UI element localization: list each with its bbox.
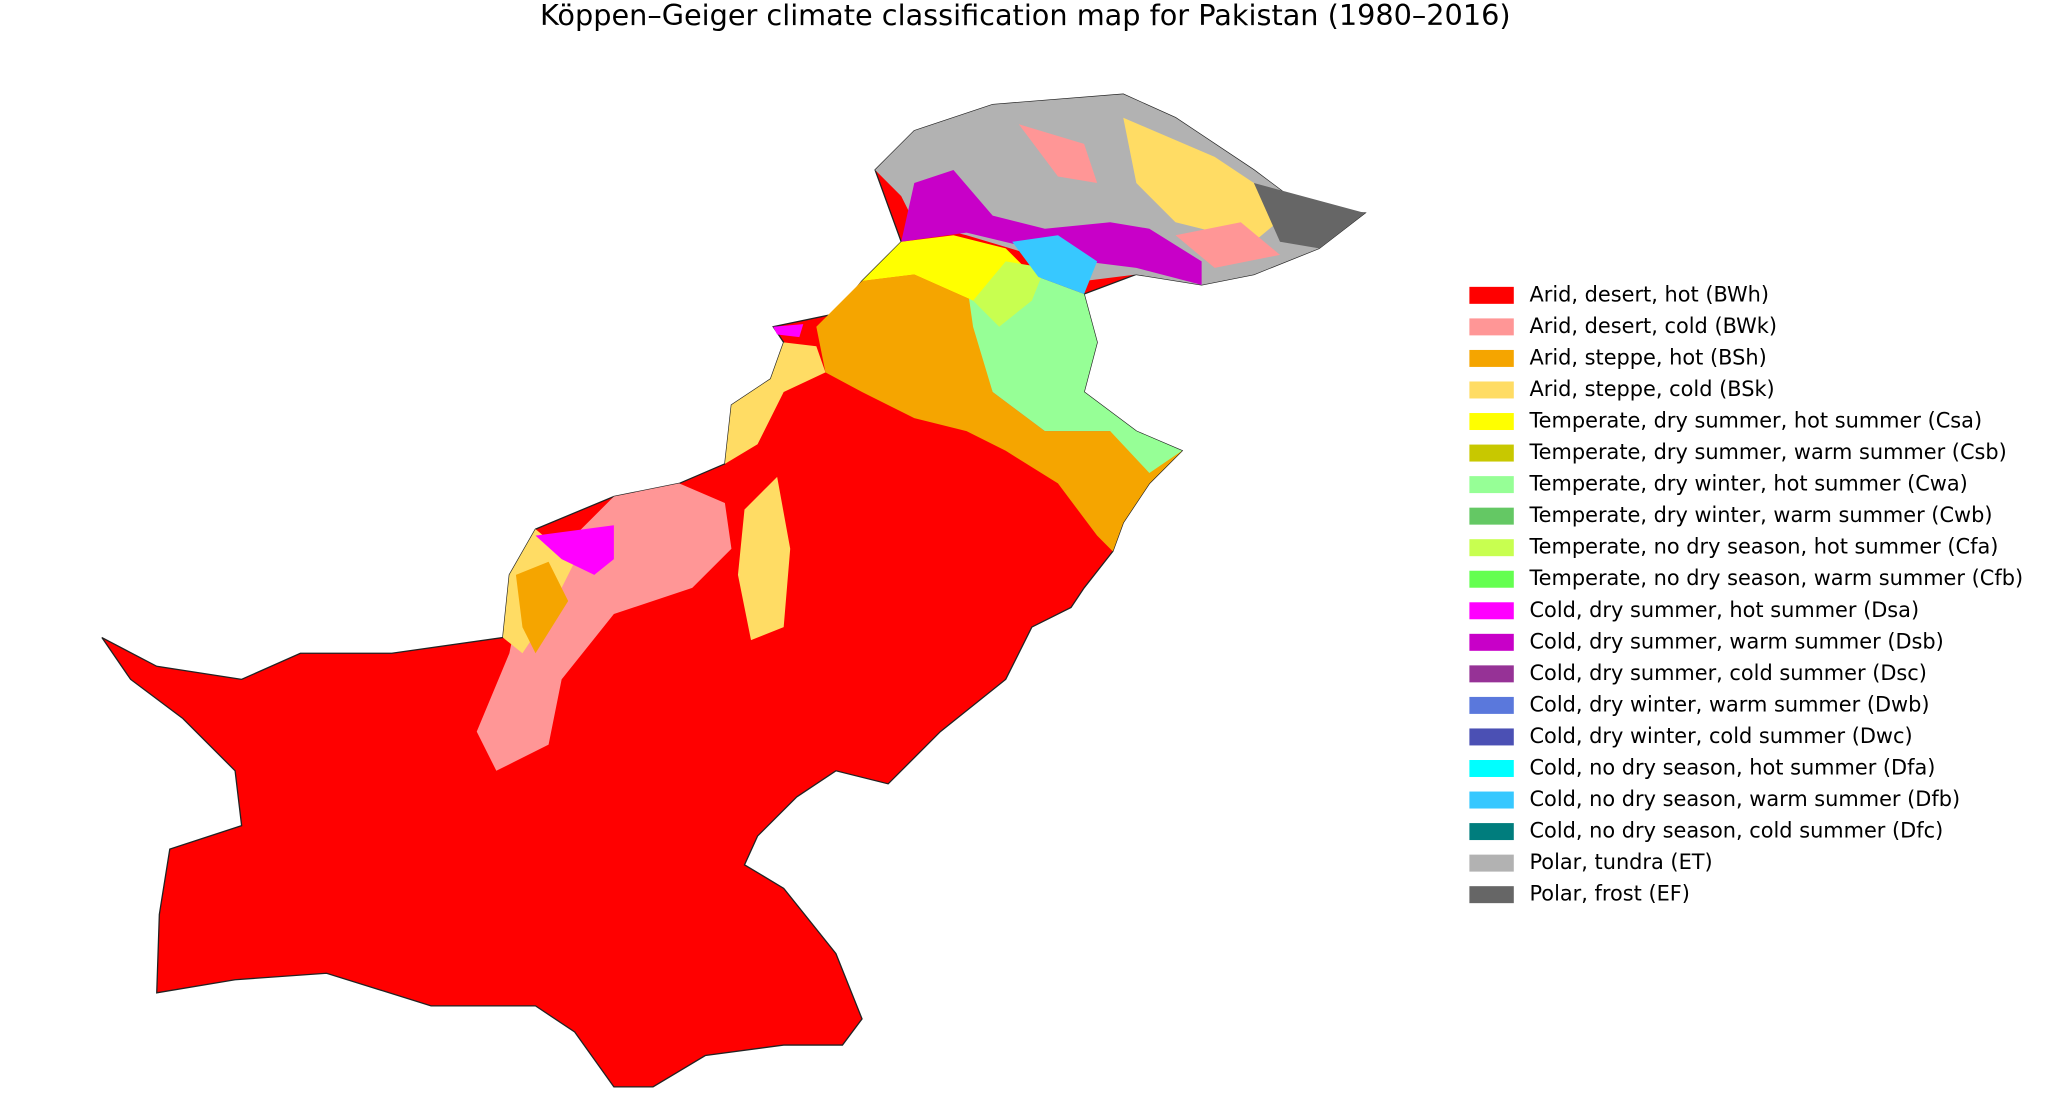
legend-swatch — [1469, 476, 1514, 494]
legend-label: Arid, steppe, hot (BSh) — [1529, 345, 1766, 369]
legend-label: Temperate, dry summer, warm summer (Csb) — [1528, 440, 2006, 464]
legend-label: Cold, dry summer, warm summer (Dsb) — [1529, 629, 1943, 653]
legend-label: Temperate, dry winter, hot summer (Cwa) — [1528, 472, 1967, 496]
region-cwa — [966, 274, 1183, 473]
map-title: Köppen–Geiger climate classification map… — [540, 0, 1511, 32]
region-bwk-west — [476, 483, 732, 771]
legend-label: Temperate, no dry season, hot summer (Cf… — [1528, 535, 1998, 559]
region-bsh-west — [515, 561, 569, 654]
region-dsb — [901, 169, 1202, 285]
legend-label: Cold, no dry season, hot summer (Dfa) — [1529, 755, 1935, 779]
legend-label: Cold, dry summer, cold summer (Dsc) — [1529, 661, 1926, 685]
legend-label: Arid, desert, cold (BWk) — [1529, 314, 1777, 338]
legend-label: Polar, tundra (ET) — [1529, 850, 1712, 874]
region-bsk-west — [502, 342, 826, 654]
legend-swatch — [1469, 444, 1514, 462]
region-dfb — [1012, 235, 1098, 295]
legend-swatch — [1469, 728, 1514, 746]
legend-label: Cold, dry summer, hot summer (Dsa) — [1529, 598, 1919, 622]
legend-swatch — [1469, 570, 1514, 588]
legend-label: Temperate, dry winter, warm summer (Cwb) — [1528, 503, 1992, 527]
legend-swatch — [1469, 539, 1514, 557]
legend-label: Cold, dry winter, cold summer (Dwc) — [1529, 724, 1912, 748]
legend-label: Polar, frost (EF) — [1529, 882, 1690, 906]
legend-label: Arid, steppe, cold (BSk) — [1529, 377, 1774, 401]
legend-swatch — [1469, 602, 1514, 620]
region-bsh — [816, 274, 1183, 552]
legend-swatch — [1469, 318, 1514, 336]
legend-swatch — [1469, 349, 1514, 367]
legend-label: Cold, no dry season, cold summer (Dfc) — [1529, 819, 1943, 843]
legend-swatch — [1469, 665, 1514, 683]
legend-label: Temperate, no dry season, warm summer (C… — [1528, 566, 2023, 590]
region-cfa — [973, 261, 1045, 327]
legend: Arid, desert, hot (BWh) Arid, desert, col… — [1469, 282, 2023, 906]
legend-label: Cold, no dry season, warm summer (Dfb) — [1529, 787, 1960, 811]
region-bwk-north — [1018, 124, 1280, 268]
legend-swatch — [1469, 413, 1514, 431]
legend-swatch — [1469, 381, 1514, 399]
legend-swatch — [1469, 633, 1514, 651]
legend-swatch — [1469, 507, 1514, 525]
legend-swatch — [1469, 696, 1514, 714]
legend-swatch — [1469, 823, 1514, 841]
legend-swatch — [1469, 791, 1514, 809]
country-map — [101, 93, 1367, 1088]
legend-swatch — [1469, 286, 1514, 304]
region-bsk-north — [1123, 117, 1294, 242]
legend-swatch — [1469, 854, 1514, 872]
region-dsa — [535, 324, 804, 575]
legend-label: Cold, dry winter, warm summer (Dwb) — [1529, 692, 1929, 716]
legend-swatch — [1469, 760, 1514, 777]
legend-swatch — [1469, 886, 1514, 904]
legend-label: Arid, desert, hot (BWh) — [1529, 282, 1769, 306]
legend-label: Temperate, dry summer, hot summer (Csa) — [1528, 409, 1982, 433]
region-ef — [1253, 183, 1365, 249]
